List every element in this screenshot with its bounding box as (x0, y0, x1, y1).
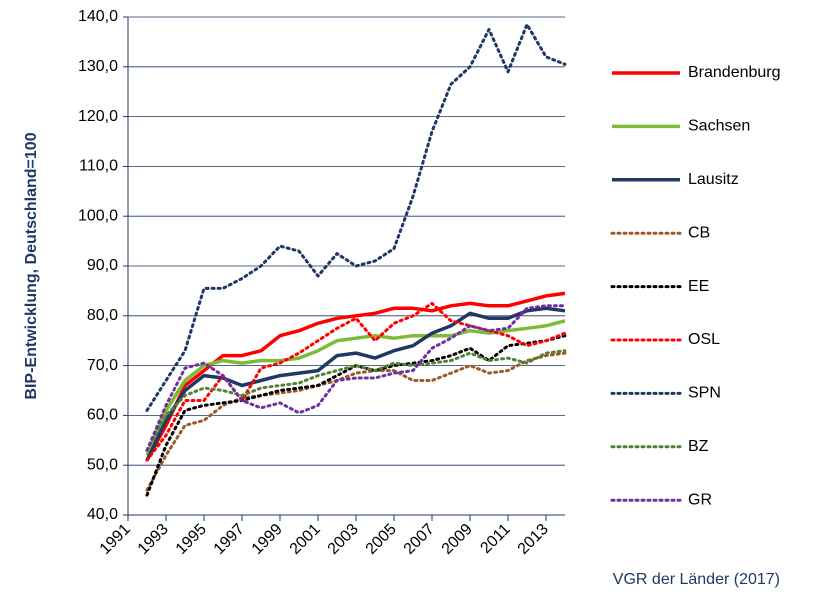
series-line (145, 306, 566, 461)
x-tick-label: 2001 (287, 521, 324, 558)
legend-label: Brandenburg (688, 64, 781, 81)
series-line (145, 301, 567, 462)
x-tick-label: 1991 (97, 521, 134, 558)
series-line (145, 351, 567, 492)
series-line (145, 319, 566, 456)
x-tick-label: 2005 (363, 521, 400, 558)
legend-label: SPN (688, 385, 721, 402)
x-tick-label: 2009 (439, 521, 476, 558)
source-note: VGR der Länder (2017) (613, 571, 780, 588)
x-tick-label: 1997 (211, 521, 248, 558)
y-tick-label: 100,0 (78, 207, 118, 224)
y-tick-label: 80,0 (87, 307, 118, 324)
legend-label: Sachsen (688, 118, 750, 135)
legend-label: Lausitz (688, 171, 739, 188)
legend-label: CB (688, 224, 710, 241)
y-tick-label: 50,0 (87, 456, 118, 473)
y-tick-label: 130,0 (78, 58, 118, 75)
legend-label: EE (688, 278, 709, 295)
series-line (145, 304, 567, 452)
x-tick-label: 2013 (515, 521, 552, 558)
x-tick-label: 2003 (325, 521, 362, 558)
x-tick-label: 1995 (173, 521, 210, 558)
y-tick-label: 110,0 (79, 158, 118, 175)
legend-label: OSL (688, 331, 720, 348)
y-tick-label: 90,0 (87, 257, 118, 274)
x-tick-label: 2007 (401, 521, 438, 558)
y-tick-label: 40,0 (87, 506, 118, 523)
y-tick-label: 60,0 (87, 407, 118, 424)
y-axis-label: BIP-Entwicklung, Deutschland=100 (23, 132, 40, 399)
x-tick-label: 1999 (249, 521, 286, 558)
series-line (145, 349, 567, 452)
legend-label: BZ (688, 438, 709, 455)
x-tick-label: 2011 (477, 521, 513, 557)
legend-label: GR (688, 491, 712, 508)
y-tick-label: 70,0 (87, 357, 118, 374)
y-tick-label: 120,0 (78, 108, 118, 125)
x-tick-label: 1993 (135, 521, 172, 558)
series-line (145, 23, 567, 412)
y-tick-label: 140,0 (78, 8, 118, 25)
